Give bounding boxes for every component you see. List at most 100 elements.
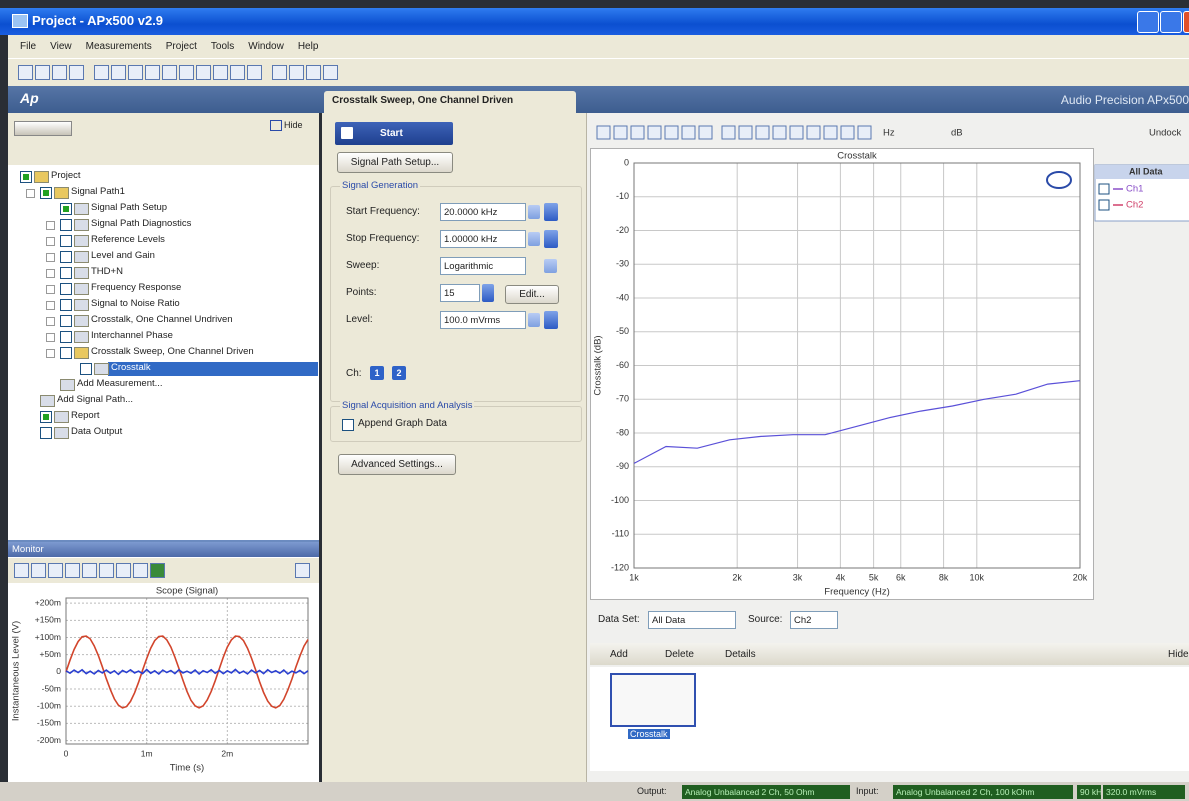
add-button[interactable]: Add	[610, 649, 628, 660]
toolbar-icon[interactable]	[162, 65, 177, 80]
data-set-dropdown[interactable]: All Data	[648, 611, 736, 629]
source-dropdown[interactable]: Ch2	[790, 611, 838, 629]
tree-item[interactable]: Data Output	[71, 426, 123, 437]
legend-checkbox[interactable]	[1098, 199, 1110, 211]
edit-button[interactable]: Edit...	[505, 285, 559, 304]
field-input[interactable]: Logarithmic	[440, 257, 526, 275]
dropdown-arrow[interactable]	[544, 259, 557, 273]
toolbar-icon[interactable]	[145, 65, 160, 80]
tree-item[interactable]: Signal Path Diagnostics	[91, 218, 192, 229]
graph-thumbnail[interactable]	[610, 673, 696, 727]
expander[interactable]	[46, 269, 55, 278]
append-checkbox[interactable]	[342, 419, 354, 431]
checkbox[interactable]	[60, 235, 72, 247]
tree-item[interactable]: Crosstalk, One Channel Undriven	[91, 314, 233, 325]
close-button[interactable]	[1183, 11, 1189, 33]
toolbar-icon[interactable]	[14, 563, 29, 578]
toolbar-icon[interactable]	[179, 65, 194, 80]
toolbar-icon[interactable]	[133, 563, 148, 578]
toolbar-icon[interactable]	[94, 65, 109, 80]
checkbox[interactable]	[60, 283, 72, 295]
tree-item[interactable]: Signal Path Setup	[91, 202, 168, 213]
spinner[interactable]	[544, 203, 558, 221]
tree-item[interactable]: Project	[51, 170, 81, 181]
field-input[interactable]: 15	[440, 284, 480, 302]
maximize-button[interactable]	[1160, 11, 1182, 33]
toolbar-icon[interactable]	[247, 65, 262, 80]
toolbar-icon[interactable]	[213, 65, 228, 80]
checkbox[interactable]	[60, 299, 72, 311]
menu-item[interactable]: File	[20, 41, 37, 52]
menu-item[interactable]: Measurements	[85, 41, 152, 52]
toolbar-icon[interactable]	[111, 65, 126, 80]
tree-item[interactable]: Add Measurement...	[77, 378, 163, 389]
toolbar-icon[interactable]	[272, 65, 287, 80]
hide-button[interactable]: Hide	[1168, 649, 1189, 660]
advanced-settings-button[interactable]: Advanced Settings...	[338, 454, 456, 475]
toolbar-icon[interactable]	[35, 65, 50, 80]
dropdown-arrow[interactable]	[528, 205, 540, 219]
expander[interactable]	[46, 253, 55, 262]
menu-item[interactable]: Project	[165, 41, 197, 52]
toolbar-icon[interactable]	[69, 65, 84, 80]
channel-button[interactable]: 2	[392, 366, 406, 380]
tree-item[interactable]: Signal Path1	[71, 186, 125, 197]
toolbar-icon[interactable]	[295, 563, 310, 578]
progress-button[interactable]	[14, 121, 72, 136]
expander[interactable]	[46, 221, 55, 230]
toolbar-icon[interactable]	[230, 65, 245, 80]
toolbar-icon[interactable]	[65, 563, 80, 578]
toolbar-icon[interactable]	[289, 65, 304, 80]
checkbox[interactable]	[60, 331, 72, 343]
start-button[interactable]: Start	[335, 122, 453, 145]
channel-button[interactable]: 1	[370, 366, 384, 380]
tree-item[interactable]: Add Signal Path...	[57, 394, 134, 405]
tree-item[interactable]: Reference Levels	[91, 234, 165, 245]
tree-item[interactable]: THD+N	[91, 266, 123, 277]
checkbox[interactable]	[40, 411, 52, 423]
tree-item[interactable]: Report	[71, 410, 100, 421]
checkbox[interactable]	[40, 187, 52, 199]
tree-item[interactable]: Interchannel Phase	[91, 330, 173, 341]
toolbar-icon[interactable]	[52, 65, 67, 80]
toolbar-icon[interactable]	[306, 65, 321, 80]
checkbox[interactable]	[60, 347, 72, 359]
expander[interactable]	[46, 349, 55, 358]
checkbox[interactable]	[60, 203, 72, 215]
toolbar-icon[interactable]	[82, 563, 97, 578]
checkbox[interactable]	[60, 219, 72, 231]
spinner[interactable]	[544, 230, 558, 248]
tree-item[interactable]: Level and Gain	[91, 250, 155, 261]
checkbox[interactable]	[20, 171, 32, 183]
expander[interactable]	[26, 189, 35, 198]
toolbar-icon[interactable]	[150, 563, 165, 578]
expander[interactable]	[46, 301, 55, 310]
legend-checkbox[interactable]	[1098, 183, 1110, 195]
measurement-tab[interactable]: Crosstalk Sweep, One Channel Driven	[324, 91, 576, 113]
checkbox[interactable]	[60, 267, 72, 279]
expander[interactable]	[46, 285, 55, 294]
tree-item[interactable]: Signal to Noise Ratio	[91, 298, 180, 309]
undock-button[interactable]: Undock	[1149, 128, 1181, 139]
field-input[interactable]: 1.00000 kHz	[440, 230, 526, 248]
dropdown-arrow[interactable]	[528, 232, 540, 246]
field-input[interactable]: 100.0 mVrms	[440, 311, 526, 329]
details-button[interactable]: Details	[725, 649, 756, 660]
checkbox[interactable]	[60, 315, 72, 327]
minimize-button[interactable]	[1137, 11, 1159, 33]
checkbox[interactable]	[40, 427, 52, 439]
toolbar-icon[interactable]	[18, 65, 33, 80]
field-input[interactable]: 20.0000 kHz	[440, 203, 526, 221]
dropdown-arrow[interactable]	[528, 313, 540, 327]
spinner[interactable]	[544, 311, 558, 329]
delete-button[interactable]: Delete	[665, 649, 694, 660]
expander[interactable]	[46, 237, 55, 246]
spinner[interactable]	[482, 284, 494, 302]
menu-item[interactable]: Window	[248, 41, 284, 52]
hide-button[interactable]: Hide	[270, 120, 303, 132]
toolbar-icon[interactable]	[48, 563, 63, 578]
menu-item[interactable]: Help	[297, 41, 319, 52]
checkbox[interactable]	[60, 251, 72, 263]
tree-item[interactable]: Crosstalk Sweep, One Channel Driven	[91, 346, 254, 357]
toolbar-icon[interactable]	[99, 563, 114, 578]
